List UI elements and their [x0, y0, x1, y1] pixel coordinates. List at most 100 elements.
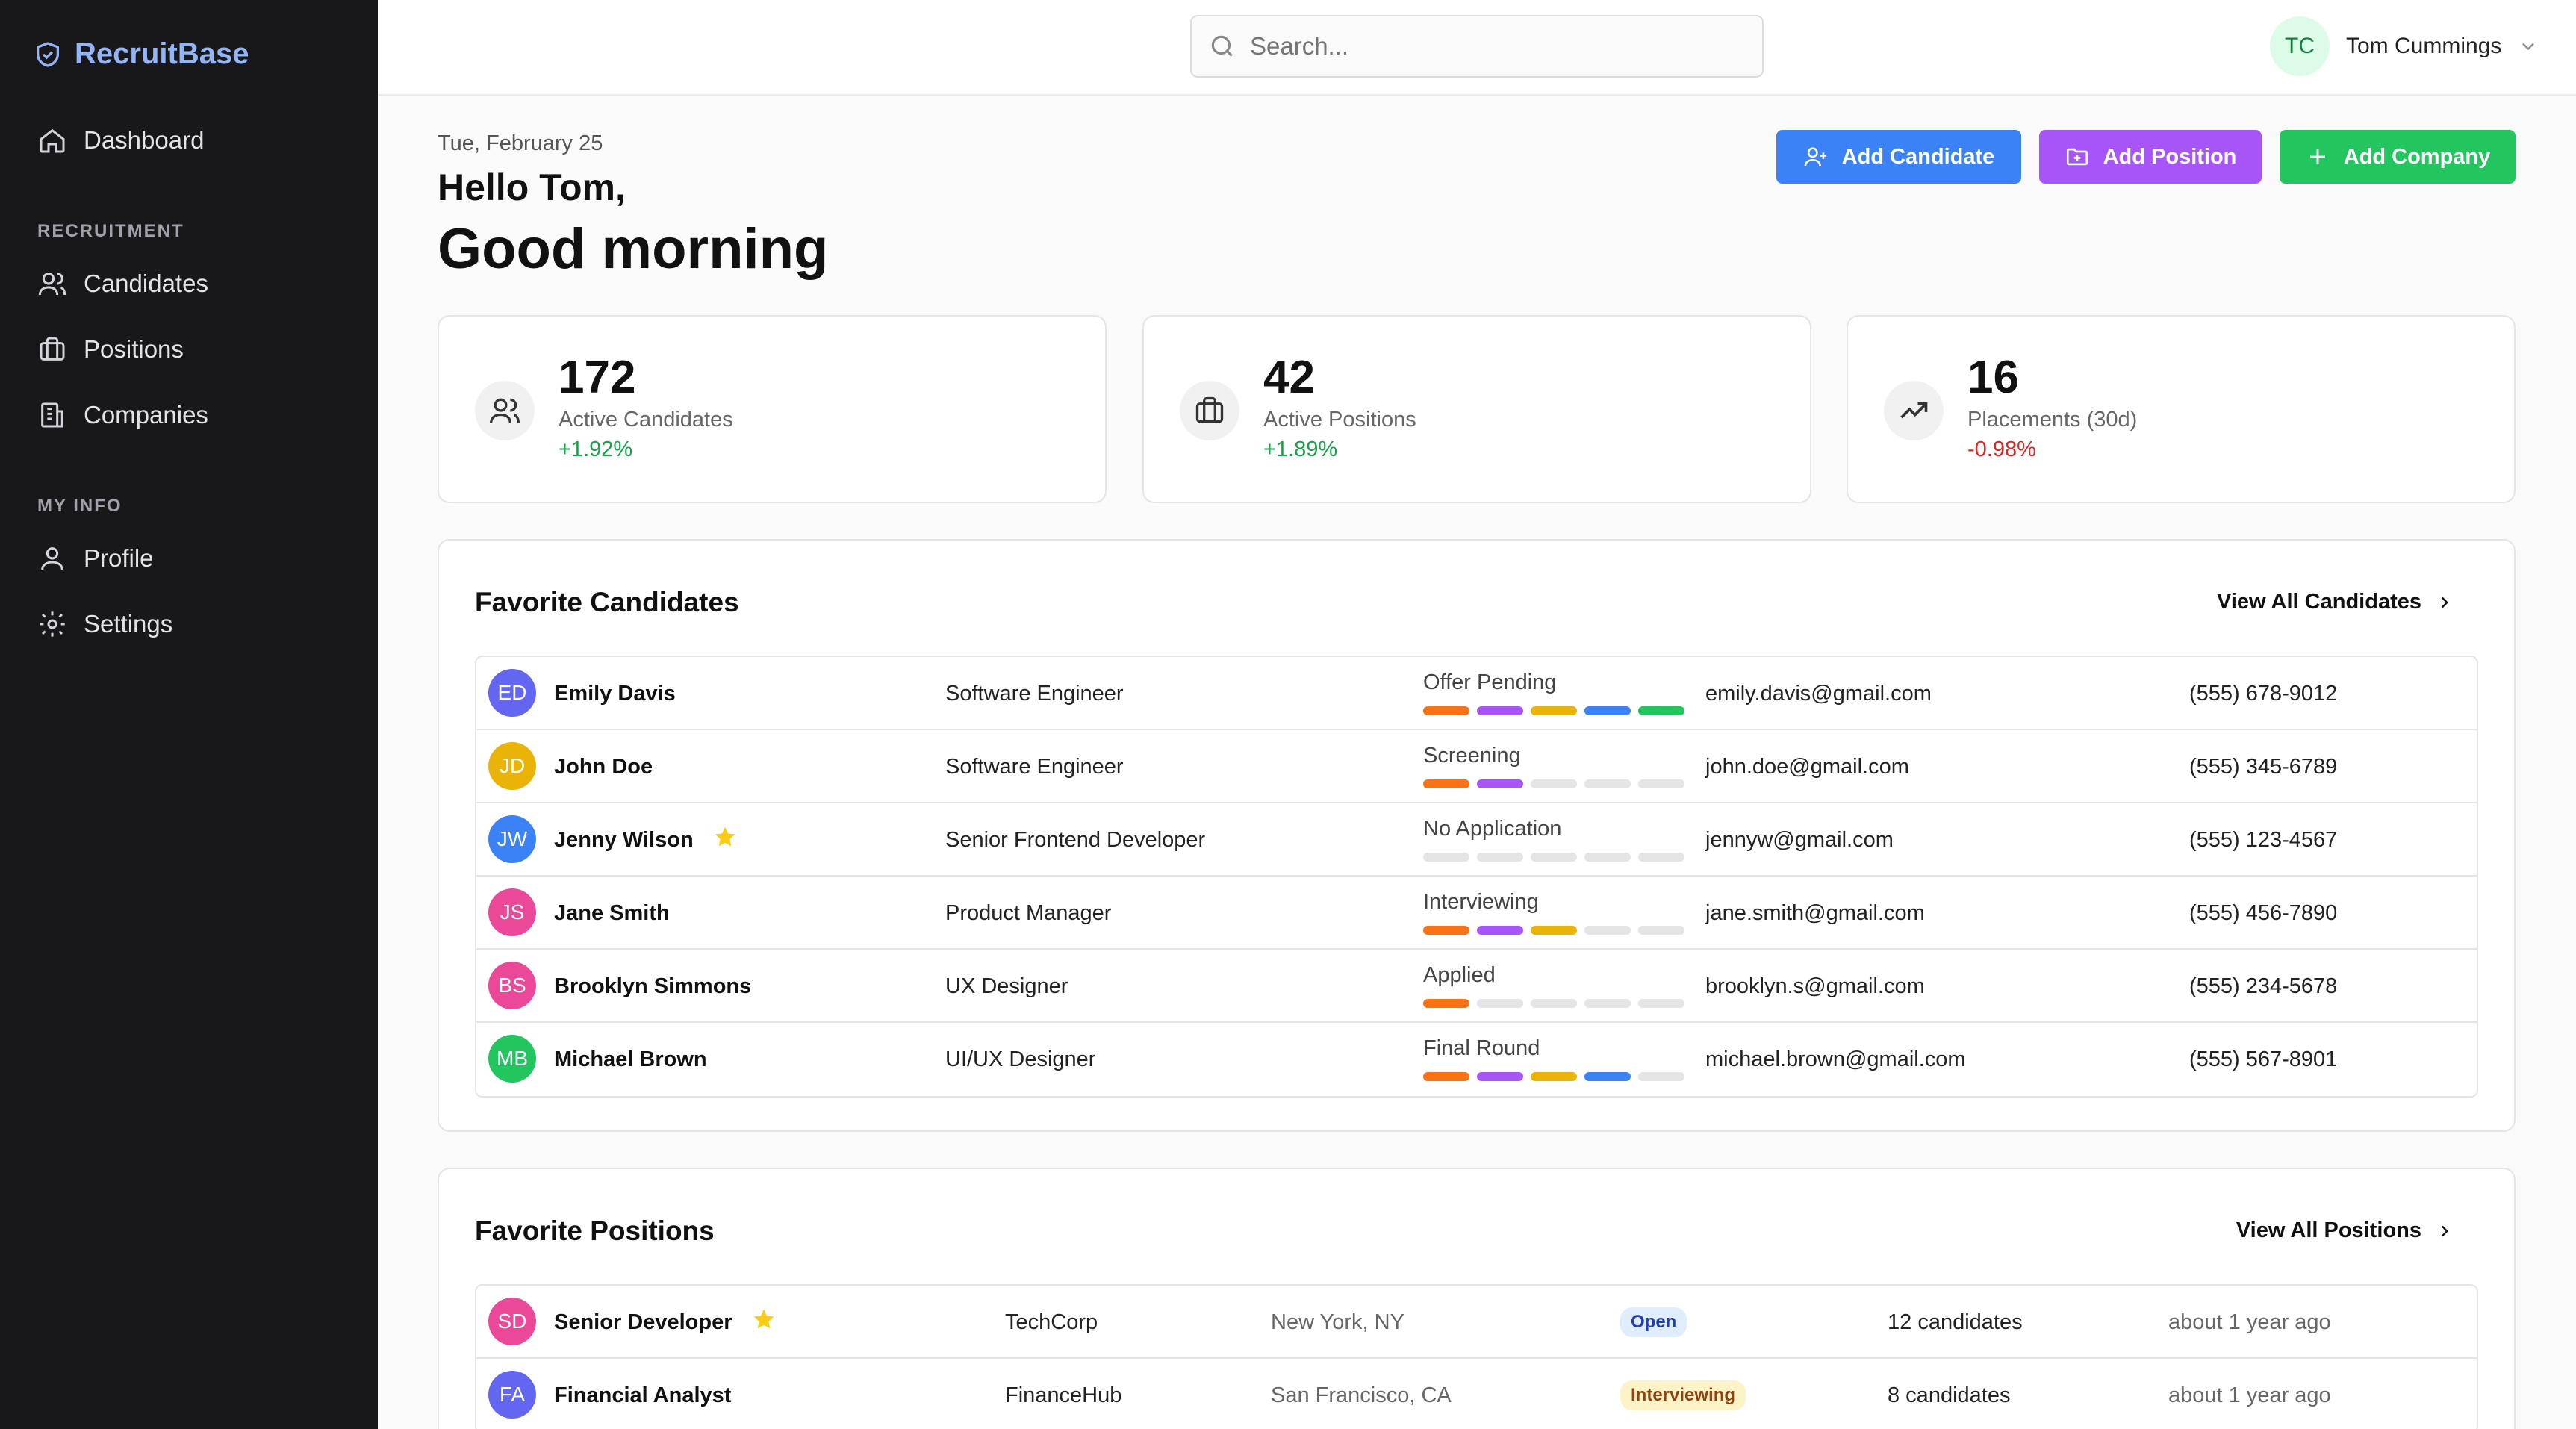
position-title[interactable]: Financial Analyst [554, 1383, 732, 1407]
position-age: about 1 year ago [2168, 1383, 2331, 1407]
stage-segment [1584, 926, 1631, 935]
candidate-email[interactable]: michael.brown@gmail.com [1705, 1047, 1966, 1071]
stage-segment [1531, 706, 1577, 715]
stage-segment [1531, 999, 1577, 1008]
table-row[interactable]: ED Emily Davis Software Engineer Offer Pend… [476, 657, 2477, 730]
candidate-email[interactable]: john.doe@gmail.com [1705, 754, 1909, 779]
search-input[interactable] [1250, 32, 1728, 60]
add-position-button[interactable]: Add Position [2039, 130, 2262, 184]
stage-segment [1423, 853, 1469, 862]
candidate-name[interactable]: Jane Smith [554, 900, 670, 925]
position-title-cell: Financial Analyst [554, 1359, 731, 1429]
star-icon [752, 1307, 776, 1337]
plus-icon [2309, 149, 2325, 164]
candidate-email[interactable]: brooklyn.s@gmail.com [1705, 974, 1925, 998]
stat-change: +1.89% [1263, 438, 1338, 461]
user-menu[interactable]: TC Tom Cummings [2270, 16, 2539, 76]
table-row[interactable]: BS Brooklyn Simmons UX Designer Applied broo… [476, 950, 2477, 1023]
sidebar-item-label: Positions [84, 335, 184, 363]
position-company: FinanceHub [1005, 1383, 1122, 1407]
candidate-role: Senior Frontend Developer [945, 827, 1206, 852]
building-icon [41, 402, 63, 428]
add-company-button[interactable]: Add Company [2280, 130, 2516, 184]
candidate-name[interactable]: Brooklyn Simmons [554, 974, 752, 998]
stat-card-candidates: 172 Active Candidates +1.92% [438, 315, 1107, 503]
favorite-positions-panel: Favorite Positions View All Positions SD… [438, 1168, 2516, 1429]
stage-label: Screening [1423, 744, 1521, 768]
candidate-phone: (555) 678-9012 [2189, 681, 2338, 706]
users-icon [38, 273, 66, 296]
stage-segment [1531, 926, 1577, 935]
candidate-name[interactable]: Emily Davis [554, 681, 676, 706]
position-title[interactable]: Senior Developer [554, 1310, 732, 1334]
search-box[interactable] [1190, 15, 1764, 78]
table-row[interactable]: JS Jane Smith Product Manager Interviewing j… [476, 877, 2477, 950]
sidebar-item-settings[interactable]: Settings [37, 609, 172, 639]
candidate-name-cell: John Doe [554, 730, 653, 803]
sidebar-item-positions[interactable]: Positions [37, 334, 184, 364]
status-badge: Open [1620, 1307, 1687, 1337]
sidebar-item-profile[interactable]: Profile [37, 544, 154, 573]
status-cell: Open [1620, 1286, 1687, 1359]
table-row[interactable]: FA Financial Analyst FinanceHub San Francis… [476, 1359, 2477, 1429]
add-position-label: Add Position [2103, 144, 2237, 169]
stage-segment [1423, 926, 1469, 935]
candidate-role: Software Engineer [945, 681, 1124, 706]
candidate-phone: (555) 123-4567 [2189, 827, 2338, 852]
chevron-right-icon [2441, 597, 2448, 608]
table-row[interactable]: MB Michael Brown UI/UX Designer Final Round… [476, 1023, 2477, 1096]
stage-segment [1477, 779, 1523, 788]
stage-segment [1423, 779, 1469, 788]
position-location: San Francisco, CA [1271, 1383, 1452, 1407]
view-all-candidates-link[interactable]: View All Candidates [2217, 590, 2454, 614]
candidate-role: Product Manager [945, 900, 1112, 925]
candidate-email[interactable]: jennyw@gmail.com [1705, 827, 1894, 852]
candidate-name[interactable]: Michael Brown [554, 1047, 707, 1071]
stage-segment [1477, 706, 1523, 715]
briefcase-icon [40, 337, 65, 361]
candidate-email[interactable]: jane.smith@gmail.com [1705, 900, 1925, 925]
stage-label: Interviewing [1423, 890, 1539, 914]
top-bar: TC Tom Cummings [378, 0, 2576, 96]
chevron-right-icon [2441, 1225, 2448, 1236]
avatar: SD [488, 1298, 536, 1345]
add-company-label: Add Company [2343, 144, 2491, 169]
brand-logo[interactable]: RecruitBase [33, 37, 249, 71]
table-row[interactable]: SD Senior Developer TechCorp New York, NY Op… [476, 1286, 2477, 1359]
stage-progress [1423, 779, 1684, 788]
candidate-name-cell: Jane Smith [554, 877, 670, 950]
sidebar-item-candidates[interactable]: Candidates [37, 269, 208, 299]
stage-label: No Application [1423, 817, 1562, 841]
sidebar-item-dashboard[interactable]: Dashboard [37, 125, 204, 155]
chevron-down-icon [2522, 43, 2535, 51]
sidebar-item-label: Candidates [84, 270, 208, 297]
view-all-positions-link[interactable]: View All Positions [2236, 1218, 2454, 1243]
candidate-name[interactable]: Jenny Wilson [554, 827, 694, 852]
candidate-count: 8 candidates [1888, 1383, 2011, 1407]
stage-segment [1477, 1072, 1523, 1081]
table-row[interactable]: JD John Doe Software Engineer Screening john… [476, 730, 2477, 803]
candidate-name-cell: Brooklyn Simmons [554, 950, 751, 1023]
sidebar-item-companies[interactable]: Companies [37, 400, 208, 430]
home-icon [40, 128, 65, 153]
stage-segment [1638, 706, 1684, 715]
view-all-label: View All Candidates [2217, 590, 2421, 614]
avatar: TC [2270, 16, 2330, 76]
user-plus-icon [1804, 147, 1826, 166]
candidate-name-cell: Jenny Wilson [554, 803, 737, 877]
folder-plus-icon [2066, 148, 2088, 166]
panel-title: Favorite Candidates [475, 587, 739, 617]
search-icon [1211, 35, 1233, 57]
stage-segment [1584, 706, 1631, 715]
positions-table: SD Senior Developer TechCorp New York, NY Op… [475, 1284, 2478, 1429]
stat-label: Placements (30d) [1967, 408, 2138, 432]
add-candidate-label: Add Candidate [1841, 144, 1995, 169]
stage-segment [1531, 779, 1577, 788]
stage-segment [1531, 853, 1577, 862]
table-row[interactable]: JW Jenny Wilson Senior Frontend Developer N… [476, 803, 2477, 877]
candidate-name[interactable]: John Doe [554, 754, 653, 779]
nav-section-recruitment: RECRUITMENT [37, 221, 184, 241]
candidate-email[interactable]: emily.davis@gmail.com [1705, 681, 1932, 706]
add-candidate-button[interactable]: Add Candidate [1776, 130, 2021, 184]
stat-change: -0.98% [1967, 438, 2036, 461]
